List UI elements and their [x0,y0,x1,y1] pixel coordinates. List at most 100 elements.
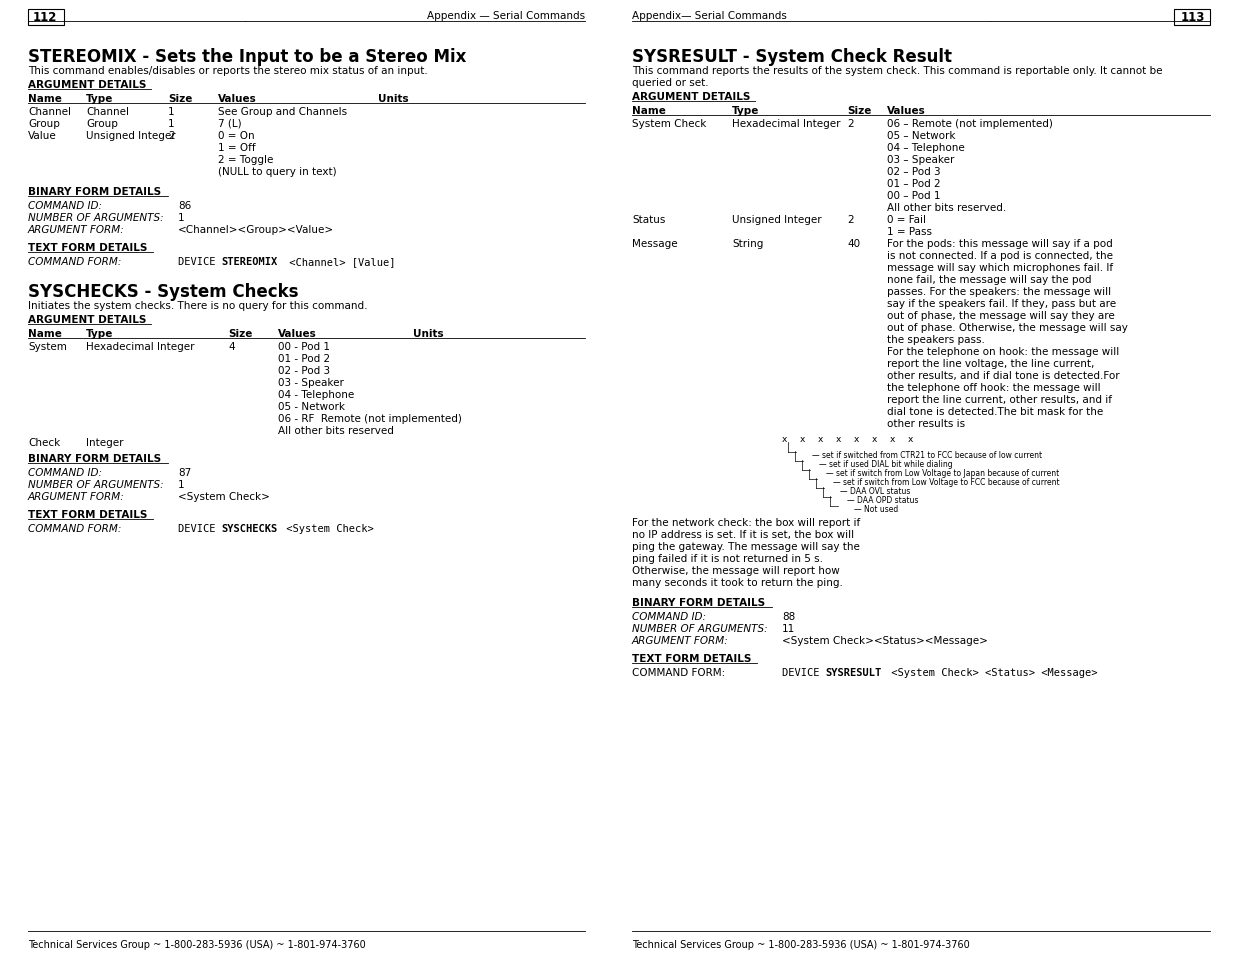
Text: Technical Services Group ~ 1-800-283-5936 (USA) ~ 1-801-974-3760: Technical Services Group ~ 1-800-283-593… [632,939,969,949]
Text: Name: Name [632,106,666,116]
Text: Name: Name [28,94,62,104]
Text: 86: 86 [178,201,191,211]
Text: ARGUMENT DETAILS: ARGUMENT DETAILS [28,314,147,325]
Text: <System Check><Status><Message>: <System Check><Status><Message> [782,636,988,645]
Text: BINARY FORM DETAILS: BINARY FORM DETAILS [28,187,161,196]
Text: Size: Size [168,94,193,104]
Text: Size: Size [847,106,872,116]
Text: 04 – Telephone: 04 – Telephone [887,143,965,152]
Text: Initiates the system checks. There is no query for this command.: Initiates the system checks. There is no… [28,301,368,311]
Text: — set if switched from CTR21 to FCC because of low current: — set if switched from CTR21 to FCC beca… [811,451,1042,459]
Text: x: x [836,435,841,443]
Text: message will say which microphones fail. If: message will say which microphones fail.… [887,263,1113,273]
Text: — set if switch from Low Voltage to Japan because of current: — set if switch from Low Voltage to Japa… [826,469,1060,477]
Text: 7 (L): 7 (L) [219,119,242,129]
Text: x: x [853,435,860,443]
Text: Check: Check [28,437,61,448]
Text: 113: 113 [1181,11,1205,24]
Text: (NULL to query in text): (NULL to query in text) [219,167,337,177]
Text: 02 - Pod 3: 02 - Pod 3 [278,366,330,375]
Text: 88: 88 [782,612,795,621]
Text: many seconds it took to return the ping.: many seconds it took to return the ping. [632,578,842,587]
Text: 2: 2 [847,214,853,225]
Text: TEXT FORM DETAILS: TEXT FORM DETAILS [28,510,147,519]
Text: other results, and if dial tone is detected.For: other results, and if dial tone is detec… [887,371,1120,380]
Text: Message: Message [632,239,678,249]
Text: x: x [890,435,895,443]
Text: Size: Size [228,329,252,338]
Text: This command reports the results of the system check. This command is reportable: This command reports the results of the … [632,66,1162,76]
Text: 4: 4 [228,341,235,352]
Text: ARGUMENT FORM:: ARGUMENT FORM: [632,636,729,645]
Text: DEVICE: DEVICE [782,667,826,678]
Text: DEVICE: DEVICE [178,523,222,534]
Text: none fail, the message will say the pod: none fail, the message will say the pod [887,274,1092,285]
Text: 05 - Network: 05 - Network [278,401,345,412]
Text: SYSRESULT - System Check Result: SYSRESULT - System Check Result [632,48,952,66]
Text: NUMBER OF ARGUMENTS:: NUMBER OF ARGUMENTS: [28,479,163,490]
Text: 00 - Pod 1: 00 - Pod 1 [278,341,330,352]
Text: 01 - Pod 2: 01 - Pod 2 [278,354,330,364]
Text: Values: Values [219,94,257,104]
Text: For the telephone on hook: the message will: For the telephone on hook: the message w… [887,347,1119,356]
Text: Hexadecimal Integer: Hexadecimal Integer [86,341,194,352]
Text: 2: 2 [847,119,853,129]
Text: String: String [732,239,763,249]
Text: Unsigned Integer: Unsigned Integer [732,214,821,225]
Text: 06 – Remote (not implemented): 06 – Remote (not implemented) [887,119,1053,129]
Text: dial tone is detected.The bit mask for the: dial tone is detected.The bit mask for t… [887,407,1103,416]
Text: COMMAND FORM:: COMMAND FORM: [28,523,121,534]
Text: Integer: Integer [86,437,124,448]
Text: <System Check>: <System Check> [280,523,374,534]
Text: Name: Name [28,329,62,338]
Text: <Channel><Group><Value>: <Channel><Group><Value> [178,225,335,234]
Text: System: System [28,341,67,352]
Text: Unsigned Integer: Unsigned Integer [86,131,175,141]
Text: BINARY FORM DETAILS: BINARY FORM DETAILS [28,454,161,463]
Text: Value: Value [28,131,57,141]
Text: Technical Services Group ~ 1-800-283-5936 (USA) ~ 1-801-974-3760: Technical Services Group ~ 1-800-283-593… [28,939,366,949]
Text: ping the gateway. The message will say the: ping the gateway. The message will say t… [632,541,860,552]
Text: ARGUMENT DETAILS: ARGUMENT DETAILS [28,80,147,90]
Text: Units: Units [412,329,443,338]
Text: Appendix— Serial Commands: Appendix— Serial Commands [632,11,787,21]
Text: 02 – Pod 3: 02 – Pod 3 [887,167,941,177]
Text: COMMAND FORM:: COMMAND FORM: [28,256,121,267]
Text: say if the speakers fail. If they, pass but are: say if the speakers fail. If they, pass … [887,298,1116,309]
Text: Channel: Channel [86,107,128,117]
Text: 1: 1 [178,479,184,490]
Text: For the network check: the box will report if: For the network check: the box will repo… [632,517,861,527]
Text: 03 – Speaker: 03 – Speaker [887,154,955,165]
Text: 11: 11 [782,623,795,634]
Text: 1: 1 [168,107,174,117]
Text: is not connected. If a pod is connected, the: is not connected. If a pod is connected,… [887,251,1113,261]
Text: 2 = Toggle: 2 = Toggle [219,154,273,165]
Text: TEXT FORM DETAILS: TEXT FORM DETAILS [28,243,147,253]
Text: COMMAND ID:: COMMAND ID: [28,468,103,477]
Text: DEVICE: DEVICE [178,256,222,267]
Text: All other bits reserved: All other bits reserved [278,426,394,436]
Text: 0 = Fail: 0 = Fail [887,214,926,225]
Text: — DAA OPD status: — DAA OPD status [847,496,919,504]
Text: STEREOMIX: STEREOMIX [221,256,277,267]
Text: TEXT FORM DETAILS: TEXT FORM DETAILS [632,654,751,663]
Text: <System Check>: <System Check> [178,492,270,501]
Text: other results is: other results is [887,418,965,429]
Text: All other bits reserved.: All other bits reserved. [887,203,1007,213]
Text: the speakers pass.: the speakers pass. [887,335,984,345]
Text: 112: 112 [33,11,57,24]
Bar [1174,10,1210,26]
Text: — set if used DIAL bit while dialing: — set if used DIAL bit while dialing [819,459,952,469]
Text: This command enables/disables or reports the stereo mix status of an input.: This command enables/disables or reports… [28,66,427,76]
Text: SYSCHECKS - System Checks: SYSCHECKS - System Checks [28,283,299,301]
Bar [28,10,64,26]
Text: 40: 40 [847,239,860,249]
Text: Type: Type [732,106,760,116]
Text: System Check: System Check [632,119,706,129]
Text: 06 - RF  Remote (not implemented): 06 - RF Remote (not implemented) [278,414,462,423]
Text: passes. For the speakers: the message will: passes. For the speakers: the message wi… [887,287,1112,296]
Text: <System Check> <Status> <Message>: <System Check> <Status> <Message> [885,667,1098,678]
Text: — set if switch from Low Voltage to FCC because of current: — set if switch from Low Voltage to FCC … [832,477,1060,486]
Text: NUMBER OF ARGUMENTS:: NUMBER OF ARGUMENTS: [28,213,163,223]
Text: 1 = Pass: 1 = Pass [887,227,932,236]
